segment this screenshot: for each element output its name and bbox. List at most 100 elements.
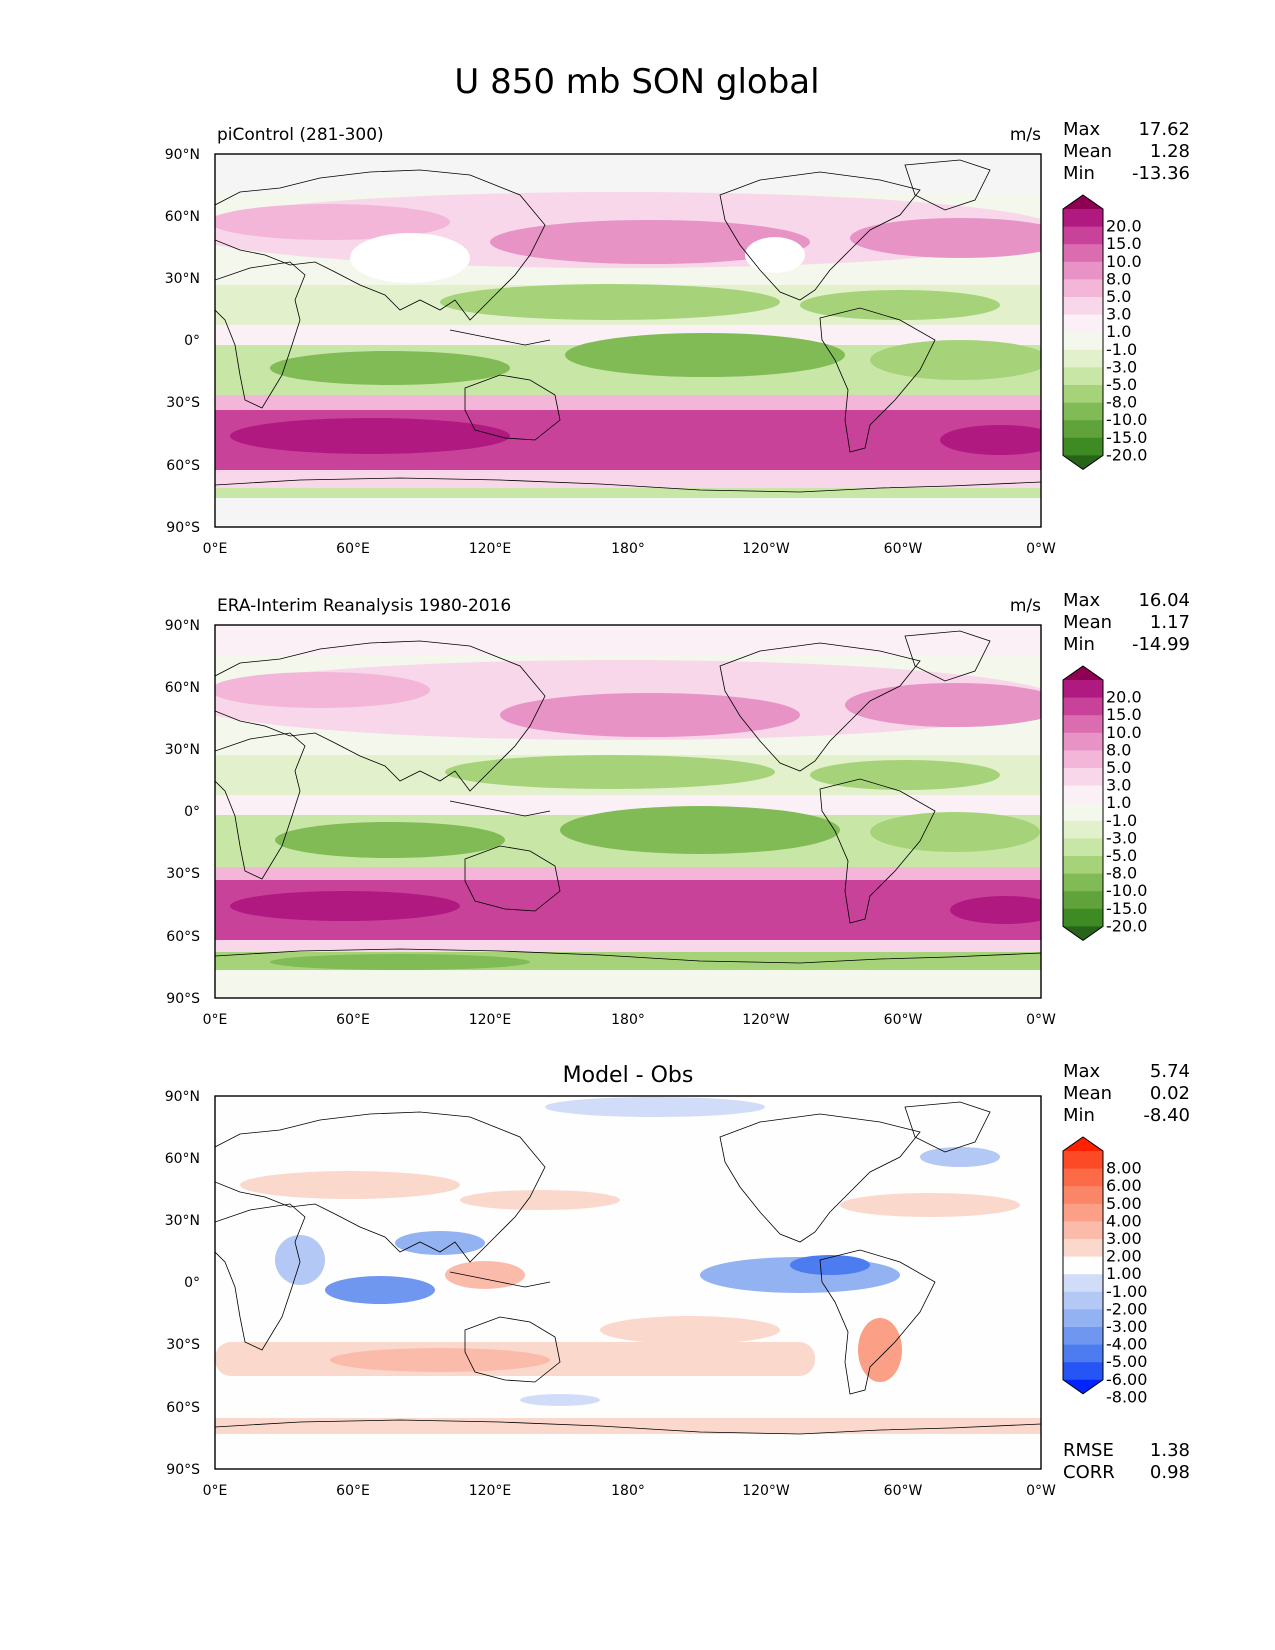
colorbar-tick-label: 1.0	[1106, 322, 1131, 341]
colorbar-swatch	[1063, 349, 1103, 368]
coast-africa	[215, 732, 306, 880]
colorbar-tick-label: -1.0	[1106, 340, 1137, 359]
coastlines	[215, 630, 1041, 964]
colorbar-tick-label: 5.0	[1106, 287, 1131, 306]
diff-red-north-atlantic	[840, 1193, 1020, 1217]
panel-center-title: Model - Obs	[563, 1063, 694, 1088]
stat-label: Max	[1063, 119, 1101, 140]
field-easterlies-atlantic-north	[810, 760, 1000, 790]
colorbar-tick-label: 8.00	[1106, 1159, 1142, 1178]
colorbar-swatch	[1063, 1256, 1103, 1275]
coast-australia	[464, 374, 561, 441]
colorbar-swatch	[1063, 209, 1103, 228]
colorbar-swatch	[1063, 680, 1103, 699]
colorbar-extend-min	[1063, 926, 1103, 941]
coast-eurasia	[215, 169, 546, 321]
field-easterlies-pacific-north	[445, 755, 775, 789]
field-jet-south-atlantic	[940, 425, 1041, 455]
stat-value: -14.99	[1132, 634, 1190, 655]
field-easterlies-atlantic-south	[870, 340, 1041, 380]
colorbar: 20.015.010.08.05.03.01.0-1.0-3.0-5.0-8.0…	[1062, 665, 1147, 942]
lon-tick-label: 120°E	[469, 1012, 512, 1028]
field-band-equator	[215, 795, 1041, 815]
lon-tick-label: 0°W	[1026, 1012, 1056, 1028]
stat-value: 17.62	[1138, 119, 1190, 140]
lat-tick-label: 90°S	[166, 1462, 200, 1478]
field-jet-north-pacific	[490, 220, 810, 264]
lon-tick-label: 60°E	[336, 1012, 370, 1028]
stat-value: 16.04	[1138, 590, 1190, 611]
lon-axis: 0°E 60°E 120°E 180° 120°W 60°W 0°W	[203, 1483, 1056, 1499]
colorbar-tick-label: 20.0	[1106, 688, 1142, 707]
diff-blue-central-america	[790, 1255, 870, 1275]
stat-value: -8.40	[1143, 1105, 1190, 1126]
colorbar-swatch	[1063, 279, 1103, 298]
lat-tick-label: 30°S	[166, 866, 200, 882]
stat-label: Min	[1063, 163, 1095, 184]
lat-tick-label: 30°S	[166, 1337, 200, 1353]
field-jet-north-atlantic	[845, 683, 1041, 727]
colorbar-tick-label: -20.0	[1106, 916, 1147, 935]
coast-greenland	[904, 159, 991, 211]
colorbar-swatch	[1063, 1344, 1103, 1363]
colorbar-tick-label: 3.0	[1106, 305, 1131, 324]
colorbar-swatch	[1063, 715, 1103, 734]
coast-greenland	[904, 630, 991, 682]
colorbar-tick-label: 3.0	[1106, 776, 1131, 795]
lon-axis: 0°E 60°E 120°E 180° 120°W 60°W 0°W	[203, 541, 1056, 557]
map-field	[215, 154, 1041, 527]
colorbar-tick-label: -15.0	[1106, 428, 1147, 447]
diff-blue-north-atlantic	[920, 1147, 1000, 1167]
coast-north-america	[719, 1113, 921, 1243]
field-antarctic-easterlies	[270, 954, 530, 970]
lon-tick-label: 180°	[611, 1012, 645, 1028]
coast-south-america	[819, 1249, 936, 1395]
panel-difference: Model - Obs	[165, 1061, 1190, 1499]
lat-tick-label: 30°N	[165, 271, 200, 287]
coast-antarctica	[215, 948, 1041, 964]
colorbar-swatch	[1063, 437, 1103, 456]
diff-blue-africa	[275, 1235, 325, 1285]
panel-units: m/s	[1010, 596, 1041, 616]
colorbar-tick-label: -10.0	[1106, 881, 1147, 900]
field-band-antarctic	[215, 488, 1041, 498]
stat-label: Min	[1063, 634, 1095, 655]
colorbar-swatch	[1063, 1327, 1103, 1346]
colorbar-tick-label: 20.0	[1106, 217, 1142, 236]
colorbar-tick-label: -8.0	[1106, 864, 1137, 883]
diff-blue-arctic	[545, 1097, 765, 1117]
colorbar-extend-max	[1063, 666, 1103, 680]
coast-antarctica	[215, 477, 1041, 493]
colorbar-swatch	[1063, 1221, 1103, 1240]
colorbar-swatch	[1063, 402, 1103, 421]
map-field	[215, 625, 1041, 998]
lon-tick-label: 60°W	[884, 541, 923, 557]
stat-value: 1.17	[1150, 612, 1190, 633]
colorbar-outline	[1062, 665, 1104, 942]
lat-tick-label: 60°S	[166, 929, 200, 945]
colorbar-tick-label: -1.0	[1106, 811, 1137, 830]
diff-red-maritime	[445, 1261, 525, 1289]
colorbar-tick-label: -1.00	[1106, 1282, 1147, 1301]
field-jet-north-europe	[215, 204, 450, 240]
stat-value: 1.38	[1150, 1440, 1190, 1461]
colorbar-swatch	[1063, 1168, 1103, 1187]
panel-units: m/s	[1010, 125, 1041, 145]
diff-red-east-asia	[460, 1190, 620, 1210]
colorbar-tick-label: 8.0	[1106, 269, 1131, 288]
colorbar-swatch	[1063, 226, 1103, 245]
colorbar-tick-label: 8.0	[1106, 740, 1131, 759]
stats-block: Max 5.74 Mean 0.02 Min -8.40	[1063, 1061, 1190, 1126]
colorbar-swatch	[1063, 856, 1103, 875]
coast-north-america	[719, 642, 921, 772]
panel-model: piControl (281-300) m/s	[165, 119, 1190, 557]
diff-blue-southern-ocean	[520, 1394, 600, 1406]
colorbar-tick-label: -5.0	[1106, 846, 1137, 865]
lat-tick-label: 60°N	[165, 1151, 200, 1167]
coast-south-america	[819, 307, 936, 453]
diff-red-south-pacific	[600, 1316, 780, 1344]
colorbar-tick-label: -4.00	[1106, 1335, 1147, 1354]
colorbar-swatch	[1063, 1186, 1103, 1205]
coast-africa	[215, 261, 306, 409]
colorbar-tick-label: 10.0	[1106, 723, 1142, 742]
